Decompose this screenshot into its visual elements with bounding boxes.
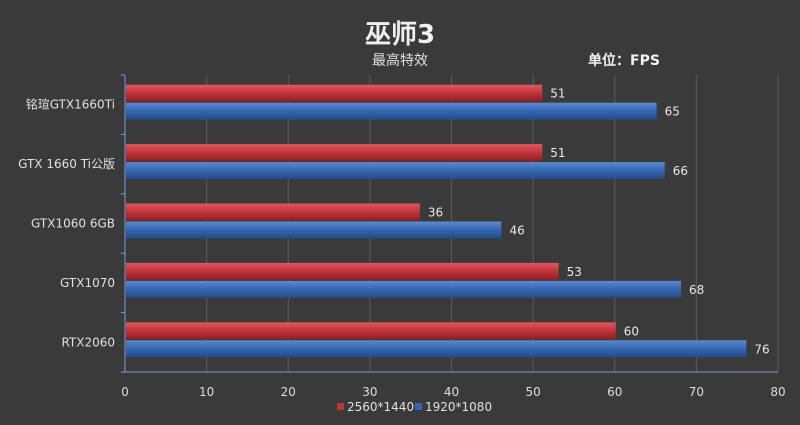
bar-2560*1440 [126,322,616,340]
bar-2560*1440 [126,144,543,162]
data-label: 46 [509,224,524,238]
bar-1920*1080 [126,221,502,239]
bar-1920*1080 [126,162,665,180]
data-label: 66 [673,164,688,178]
bar-2560*1440 [126,262,559,280]
bar-1920*1080 [126,340,747,358]
y-category-label: RTX2060 [61,335,115,349]
chart-subtitle: 最高特效 [372,53,428,69]
data-label: 36 [428,206,443,220]
x-tick-label: 80 [770,385,785,399]
x-tick-label: 20 [281,385,296,399]
data-label: 68 [689,283,704,297]
legend-label: 2560*1440 [347,400,414,414]
legend-swatch [337,403,344,410]
y-category-label: 铭瑄GTX1660Ti [26,97,115,112]
x-tick-label: 40 [444,385,459,399]
data-label: 65 [665,105,680,119]
y-category-label: GTX 1660 Ti公版 [18,157,115,171]
data-label: 76 [754,342,769,356]
data-label: 60 [624,324,639,338]
x-tick-label: 0 [121,385,129,399]
y-category-label: GTX1070 [60,276,115,290]
data-label: 51 [550,87,565,101]
unit-label: 单位：FPS [588,53,660,69]
data-label: 51 [550,146,565,160]
legend-label: 1920*1080 [425,400,492,414]
bar-2560*1440 [126,203,420,221]
x-tick-label: 50 [525,385,540,399]
bar-2560*1440 [126,84,543,102]
legend-swatch [415,403,422,410]
data-label: 53 [567,265,582,279]
y-category-label: GTX1060 6GB [31,217,115,231]
chart-title: 巫师3 [364,20,436,50]
x-tick-label: 60 [607,385,622,399]
bar-1920*1080 [126,280,682,298]
x-tick-label: 70 [689,385,704,399]
x-tick-label: 10 [199,385,214,399]
x-tick-label: 30 [362,385,377,399]
bar-1920*1080 [126,102,657,120]
